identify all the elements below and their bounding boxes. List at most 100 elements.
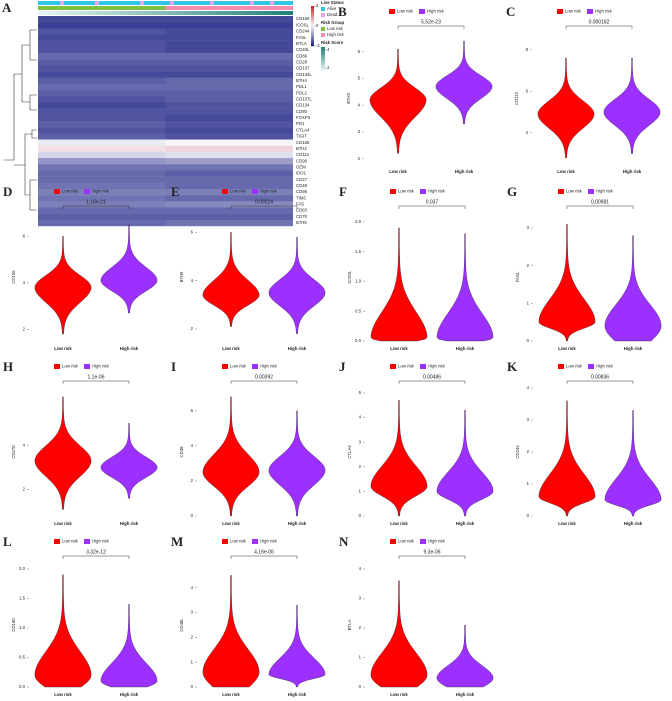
y-tick-label: 6: [191, 408, 194, 413]
x-tick-label: High risk: [288, 346, 307, 351]
legend-swatch: [222, 364, 228, 369]
legend-label: High risk: [260, 539, 278, 544]
row-label: CD96: [296, 158, 308, 163]
y-tick-label: 3: [191, 610, 194, 615]
y-tick-label: 3: [359, 439, 362, 444]
heat-cell: [38, 188, 166, 196]
heat-cell: [165, 170, 293, 177]
scale-step: [311, 28, 314, 31]
y-axis-label: CD244: [515, 445, 520, 459]
scale-tick-label: 0: [316, 23, 319, 28]
y-axis-label: ICOSL: [347, 270, 352, 284]
heat-cell: [165, 201, 293, 208]
row-label: CD112: [296, 152, 310, 157]
y-tick-label: 1.0: [355, 279, 362, 284]
y-tick-label: 6: [23, 233, 26, 238]
x-tick-label: High risk: [455, 169, 474, 174]
legend-swatch: [390, 189, 396, 194]
heat-cell: [165, 219, 293, 227]
y-tick-label: 6: [191, 229, 194, 234]
heat-cell: [165, 102, 293, 109]
row-label: CD134: [296, 103, 310, 108]
p-value: 9.3e-06: [424, 549, 441, 555]
legend-swatch: [84, 189, 90, 194]
legend-label: High risk: [260, 364, 278, 369]
legend-label: High risk: [428, 364, 446, 369]
score-tick-label: 4: [327, 47, 330, 52]
y-axis-label: B7H3: [346, 93, 351, 104]
violin: [538, 224, 596, 342]
x-tick-label: Low risk: [558, 521, 576, 526]
row-label: GEM: [296, 164, 306, 169]
x-tick-label: High risk: [624, 346, 643, 351]
row-label: IDO1: [296, 171, 307, 176]
heat-cell: [165, 127, 293, 134]
x-tick-label: Low risk: [558, 346, 576, 351]
y-tick-label: 2.0: [355, 219, 362, 224]
y-tick-label: 2: [359, 464, 362, 469]
x-tick-label: High risk: [120, 692, 139, 697]
scale-step: [311, 20, 314, 23]
violin: [604, 410, 662, 517]
legend-label: High risk: [260, 189, 278, 194]
legend-label: Dead: [327, 12, 338, 17]
y-tick-label: 2: [527, 449, 530, 454]
y-tick-label: 6: [358, 49, 361, 54]
y-tick-label: 4: [191, 585, 194, 590]
scale-step: [311, 18, 314, 21]
row-label: CD137L: [296, 97, 312, 102]
score-tick-label: 2: [327, 65, 330, 70]
scale-step: [311, 8, 314, 11]
row-label: PDL2: [296, 90, 307, 95]
y-tick-label: 2: [191, 635, 194, 640]
heat-cell: [38, 77, 166, 85]
heat-cell: [38, 22, 166, 29]
heat-cell: [38, 16, 166, 23]
legend-label: Low risk: [398, 189, 415, 194]
panel-letter: G: [507, 184, 517, 199]
y-tick-label: 0: [359, 684, 362, 689]
heat-cell: [165, 59, 293, 66]
bracket: [62, 205, 130, 209]
bracket: [566, 205, 634, 209]
status-bar: [38, 1, 293, 5]
x-tick-label: Low risk: [222, 521, 240, 526]
status-bar-dead: [250, 1, 254, 5]
y-tick-label: 5: [358, 76, 361, 81]
heat-cell: [165, 133, 293, 140]
row-label: FASL: [296, 35, 307, 40]
heat-cell: [38, 28, 166, 35]
legend-swatch: [252, 189, 258, 194]
violin: [100, 604, 158, 688]
violin: [202, 575, 260, 688]
panel-letter: B: [338, 4, 347, 19]
row-label: CD48: [296, 183, 308, 188]
p-value: 4.16e-06: [254, 549, 274, 555]
heat-cell: [38, 170, 166, 177]
heat-cell: [38, 207, 166, 214]
row-label: CD40L: [296, 47, 310, 52]
violin: [370, 227, 428, 342]
heat-cell: [38, 34, 166, 41]
heat-cell: [38, 59, 166, 66]
heat-cell: [165, 195, 293, 202]
status-bar-dead: [270, 1, 274, 5]
status-bar-dead: [60, 1, 64, 5]
violin: [604, 235, 662, 342]
heat-cell: [38, 182, 166, 190]
legend-label: High risk: [596, 189, 614, 194]
y-tick-label: 8: [526, 47, 529, 52]
y-tick-label: 4: [23, 280, 26, 285]
violin: [369, 48, 427, 154]
heat-cell: [165, 34, 293, 41]
x-tick-label: High risk: [288, 692, 307, 697]
heat-cell: [165, 46, 293, 54]
scale-step: [311, 38, 314, 41]
legend-label: Low risk: [398, 539, 415, 544]
heat-cell: [165, 182, 293, 190]
bracket: [398, 380, 466, 384]
heat-cell: [165, 83, 293, 91]
p-value: 5.52e-23: [421, 19, 441, 25]
scale-step: [311, 42, 314, 45]
y-tick-label: 5: [359, 390, 362, 395]
